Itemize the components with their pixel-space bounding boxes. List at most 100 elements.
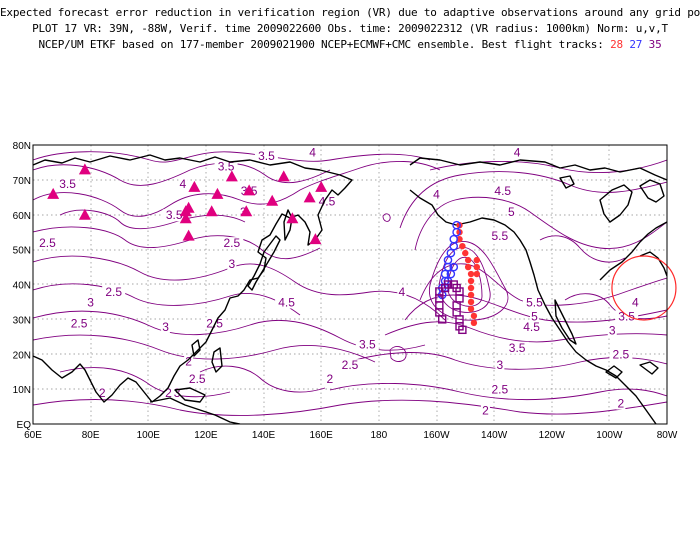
contour-label-bg xyxy=(315,195,339,208)
track-28-point xyxy=(467,284,475,292)
contour-label: 3 xyxy=(87,295,94,309)
contour-label-bg xyxy=(397,285,407,298)
observation-site-triangle xyxy=(309,233,322,245)
contour-label: 4 xyxy=(433,187,440,201)
title-line-1: Expected forecast error reduction in ver… xyxy=(0,6,700,19)
contour-label-bg xyxy=(214,160,238,173)
observation-site-triangle xyxy=(225,170,238,182)
track-28-point xyxy=(467,277,475,285)
contour-label-bg xyxy=(630,296,640,309)
contour-label-bg xyxy=(35,237,59,250)
contour-label: 2 xyxy=(618,397,625,411)
contour-label: 4.5 xyxy=(523,320,540,334)
lat-tick-label: 30N xyxy=(13,315,31,326)
lon-tick-label: 100W xyxy=(596,430,623,441)
lat-tick-labels: EQ 10N 20N 30N 40N 50N 60N 70N 80N xyxy=(13,141,32,431)
observation-site-triangle xyxy=(303,191,316,203)
plot-frame xyxy=(32,144,668,425)
contour-label-bg xyxy=(512,146,522,159)
contour-label: 2 xyxy=(99,386,106,400)
track-28-point xyxy=(456,222,463,229)
contour-label: 3 xyxy=(162,320,169,334)
contour-label: 3.5 xyxy=(59,177,76,191)
contour-label: 4 xyxy=(514,145,521,159)
contour-label-bg xyxy=(172,387,182,400)
contour-label-bg xyxy=(505,341,529,354)
contour-label-bg xyxy=(616,397,626,410)
track-27-point xyxy=(446,269,456,279)
title-line-3-text: NCEP/UM ETKF based on 177-member 2009021… xyxy=(38,38,604,51)
lat-tick-label: 60N xyxy=(13,211,31,222)
observation-site-triangle xyxy=(286,212,299,224)
contour-label: 5 xyxy=(531,309,538,323)
lon-tick-label: 60E xyxy=(24,430,42,441)
lon-tick-label: 160E xyxy=(310,430,334,441)
contour-label: 4.5 xyxy=(278,295,295,309)
contour-label-bg xyxy=(355,338,379,351)
contour-label-bg xyxy=(431,188,441,201)
track-27-point xyxy=(452,227,461,237)
lon-tick-label: 140E xyxy=(252,430,276,441)
contour-label: 3.5 xyxy=(618,309,635,323)
track-28-point xyxy=(470,312,478,320)
track-28-point xyxy=(473,256,480,264)
lon-tick-label: 140W xyxy=(481,430,508,441)
contour-label: 2.5 xyxy=(71,316,88,330)
contour-label-bg xyxy=(254,149,278,162)
contour-label-bg xyxy=(506,205,516,218)
lat-tick-label: 40N xyxy=(13,281,31,292)
contour-label-bg xyxy=(275,296,299,309)
contour-label-bg xyxy=(325,373,335,386)
contour-label-bg xyxy=(102,285,126,298)
contour-label: 3.5 xyxy=(258,149,275,163)
contour-label: 2.5 xyxy=(224,236,241,250)
lat-tick-label: 80N xyxy=(13,141,31,152)
contour-label-bg xyxy=(163,387,173,400)
track-28-point xyxy=(473,270,480,278)
contour-label-bg xyxy=(86,296,96,309)
contour-label: 2.5 xyxy=(342,358,359,372)
title-line-3: NCEP/UM ETKF based on 177-member 2009021… xyxy=(0,38,700,51)
contour-label: 3 xyxy=(497,358,504,372)
track-27-point xyxy=(449,262,459,272)
contour-label: 4 xyxy=(632,295,639,309)
track-28-point xyxy=(459,242,466,250)
contour-label: 2.5 xyxy=(189,372,206,386)
contour-label: 4 xyxy=(180,177,187,191)
contour-label-bg xyxy=(529,310,539,323)
track-number-28: 28 xyxy=(610,38,623,51)
lon-tick-label: 80E xyxy=(82,430,100,441)
contour-label: 3.5 xyxy=(359,337,376,351)
contour-label-bg xyxy=(338,359,362,372)
flight-tracks xyxy=(435,220,480,335)
observation-site-triangle xyxy=(78,208,91,220)
contour-label: 2.5 xyxy=(613,348,630,362)
contour-label-bg xyxy=(609,348,633,361)
lon-tick-label: 160W xyxy=(423,430,450,441)
track-28-point xyxy=(467,305,475,313)
contour-label-bg xyxy=(67,317,91,330)
contour-label: 5.5 xyxy=(492,229,509,243)
contour-label: 4 xyxy=(399,285,406,299)
verification-region-circle xyxy=(611,255,677,321)
track-35-point xyxy=(438,315,447,324)
title-line-2: PLOT 17 VR: 39N, -88W, Verif. time 20090… xyxy=(32,22,668,35)
track-27-point xyxy=(449,241,459,251)
lon-tick-label: 180 xyxy=(370,430,387,441)
observation-site-triangle xyxy=(188,180,201,192)
track-number-27: 27 xyxy=(629,38,643,51)
track-number-35: 35 xyxy=(648,38,662,51)
track-28-point xyxy=(470,319,478,327)
lat-tick-label: 50N xyxy=(13,246,31,257)
contour-label-bg xyxy=(162,209,186,222)
track-28-point xyxy=(467,298,475,306)
observation-site-triangle xyxy=(277,170,290,182)
contour-label: 3 xyxy=(229,257,236,271)
lat-tick-label: 10N xyxy=(13,385,31,396)
contour-label-bg xyxy=(308,146,318,159)
track-28-point xyxy=(473,263,480,271)
observation-site-triangle xyxy=(211,187,224,199)
contour-label: 5 xyxy=(508,205,515,219)
contour-label-bg xyxy=(488,230,512,243)
observation-site-triangle xyxy=(266,194,279,206)
